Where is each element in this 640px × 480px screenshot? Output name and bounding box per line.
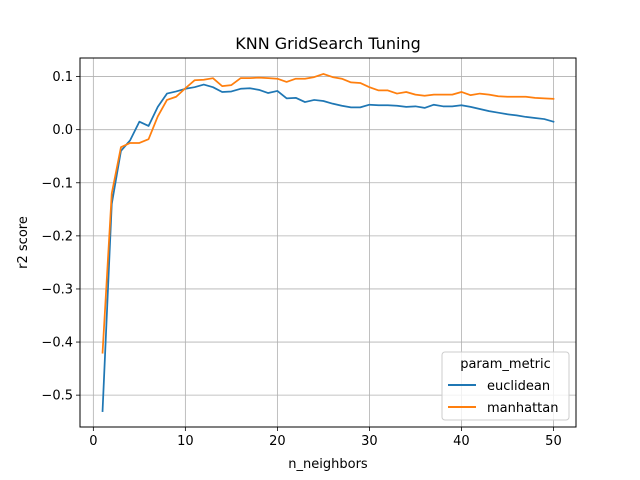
x-axis-label: n_neighbors — [288, 457, 368, 472]
x-tick-label: 50 — [545, 434, 562, 449]
x-tick-label: 30 — [361, 434, 378, 449]
y-tick-label: −0.5 — [41, 389, 73, 404]
x-tick-label: 10 — [177, 434, 194, 449]
y-tick-label: −0.1 — [41, 176, 73, 191]
x-tick-label: 0 — [89, 434, 97, 449]
y-tick-label: −0.4 — [41, 336, 73, 351]
grid-lines — [80, 58, 576, 427]
legend-label-manhattan: manhattan — [487, 401, 558, 416]
legend-label-euclidean: euclidean — [487, 379, 550, 394]
legend: param_metric euclidean manhattan — [441, 351, 570, 421]
plot-frame — [79, 57, 577, 428]
y-tick-label: −0.2 — [41, 229, 73, 244]
x-axis-ticks: 0 10 20 30 40 50 — [89, 427, 562, 449]
x-tick-label: 40 — [453, 434, 470, 449]
y-tick-label: −0.3 — [41, 282, 73, 297]
legend-title: param_metric — [460, 357, 551, 372]
series-line-euclidean — [101, 83, 555, 412]
y-axis-label: r2 score — [16, 216, 31, 269]
chart-title: KNN GridSearch Tuning — [235, 34, 421, 53]
y-tick-label: 0.1 — [52, 70, 73, 85]
y-axis-ticks: −0.5 −0.4 −0.3 −0.2 −0.1 0.0 0.1 — [41, 70, 80, 404]
legend-box — [441, 351, 570, 421]
series-line-manhattan — [101, 73, 555, 354]
y-tick-label: 0.0 — [52, 123, 73, 138]
x-tick-label: 20 — [269, 434, 286, 449]
series-lines — [101, 73, 555, 412]
